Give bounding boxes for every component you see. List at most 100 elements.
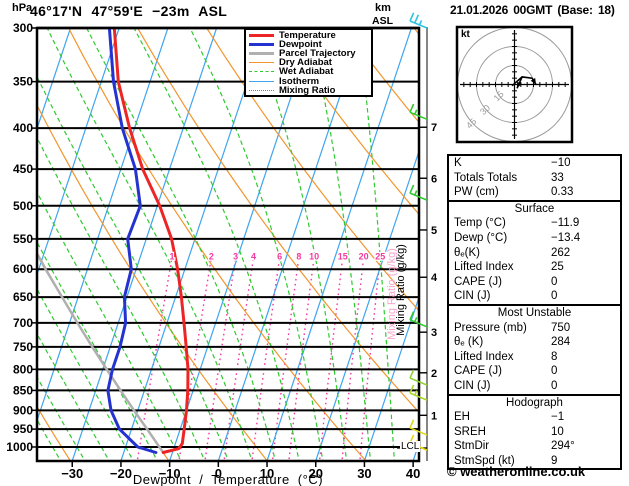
index-label: StmSpd (kt) <box>454 454 515 467</box>
svg-text:500: 500 <box>13 199 33 213</box>
index-label: θₑ(K) <box>454 246 480 259</box>
index-label: Lifted Index <box>454 350 514 363</box>
svg-text:15: 15 <box>338 251 348 261</box>
svg-text:4: 4 <box>251 251 256 261</box>
legend-item: Temperature <box>249 31 368 40</box>
index-label: θₑ (K) <box>454 336 484 349</box>
legend-box: Temperature Dewpoint Parcel Trajectory Dry … <box>244 28 373 97</box>
legend-swatch <box>249 71 274 73</box>
svg-text:400: 400 <box>13 121 33 135</box>
indices-row: Totals Totals 33 <box>449 171 620 186</box>
index-value: 0 <box>551 379 558 392</box>
svg-text:0: 0 <box>215 466 222 481</box>
isotherm-lines <box>37 28 419 461</box>
svg-text:20: 20 <box>308 466 322 481</box>
svg-text:650: 650 <box>13 290 33 304</box>
x-axis-title: Dewpoint / Temperature (°C) <box>132 472 324 486</box>
svg-text:1: 1 <box>170 251 175 261</box>
parcel-trajectory-curve <box>37 251 165 454</box>
indices-row: Temp (°C) −11.9 <box>449 216 620 231</box>
altitude-axis-unit-label: km <box>375 2 391 14</box>
legend-item-label: Isotherm <box>279 75 320 87</box>
indices-row: Lifted Index 8 <box>449 350 620 365</box>
index-value: 262 <box>551 246 571 259</box>
index-value: −11.9 <box>551 217 580 230</box>
indices-group: K −10 Totals Totals 33 PW (cm) 0.33 <box>449 156 620 200</box>
svg-text:8: 8 <box>296 251 301 261</box>
index-value: 0 <box>551 365 558 378</box>
index-label: CIN (J) <box>454 290 491 303</box>
svg-text:1000: 1000 <box>6 440 33 454</box>
dewpoint-curve <box>106 28 158 454</box>
index-label: SREH <box>454 425 486 438</box>
legend-item: Parcel Trajectory <box>249 49 368 58</box>
svg-text:850: 850 <box>13 383 33 397</box>
indices-table: K −10 Totals Totals 33 PW (cm) 0.33 Surface Tem… <box>447 154 622 471</box>
legend-item: Isotherm <box>249 75 368 87</box>
legend-swatch <box>249 52 274 56</box>
svg-text:3: 3 <box>233 251 238 261</box>
svg-text:−20: −20 <box>110 466 132 481</box>
indices-group: Hodograph EH −1 SREH 10 StmDir 294° StmSpd (kt)… <box>449 393 620 469</box>
index-label: K <box>454 157 462 169</box>
sounding-curves <box>37 28 190 454</box>
index-label: CIN (J) <box>454 379 491 392</box>
legend-item-label: Temperature <box>279 30 336 42</box>
km-altitude-axis: 7 6 5 4 3 2 1 <box>397 27 438 461</box>
svg-text:4: 4 <box>431 272 438 284</box>
legend-item-label: Mixing Ratio <box>279 84 336 96</box>
index-value: 294° <box>551 440 575 453</box>
svg-text:1: 1 <box>431 410 437 422</box>
svg-text:25: 25 <box>375 251 385 261</box>
index-label: Dewp (°C) <box>454 231 508 244</box>
legend-item: Dry Adiabat <box>249 57 368 69</box>
indices-row: CAPE (J) 0 <box>449 364 620 379</box>
legend-item-label: Wet Adiabat <box>279 66 334 78</box>
indices-row: Lifted Index 25 <box>449 260 620 275</box>
svg-text:6: 6 <box>431 173 437 185</box>
svg-text:800: 800 <box>13 362 33 376</box>
legend-item-label: Dewpoint <box>279 39 322 51</box>
indices-row: K −10 <box>449 156 620 171</box>
indices-row: PW (cm) 0.33 <box>449 185 620 200</box>
index-label: Totals Totals <box>454 171 518 184</box>
plot-frame <box>35 26 421 463</box>
index-value: 0 <box>551 290 558 303</box>
svg-text:−30: −30 <box>61 466 83 481</box>
svg-text:45: 45 <box>464 116 478 130</box>
index-label: Temp (°C) <box>454 217 506 230</box>
indices-row: θₑ (K) 284 <box>449 335 620 350</box>
index-label: CAPE (J) <box>454 365 502 378</box>
mixing-ratio-axis-label: Mixing Ratio (g/kg) <box>395 244 407 336</box>
index-value: 10 <box>551 425 564 438</box>
altitude-axis-ref-label: ASL <box>372 15 393 27</box>
svg-text:40: 40 <box>406 466 420 481</box>
indices-group-header: Hodograph <box>506 396 563 409</box>
index-value: −1 <box>551 411 565 424</box>
svg-text:3: 3 <box>431 327 437 339</box>
indices-row: Dewp (°C) −13.4 <box>449 231 620 246</box>
svg-text:550: 550 <box>13 232 33 246</box>
svg-text:600: 600 <box>13 262 33 276</box>
svg-text:6: 6 <box>277 251 282 261</box>
legend-item: Wet Adiabat <box>249 66 368 78</box>
index-label: EH <box>454 411 470 424</box>
legend-swatch <box>249 89 274 91</box>
index-label: Lifted Index <box>454 261 514 274</box>
indices-row: Pressure (mb) 750 <box>449 321 620 336</box>
legend-swatch <box>249 80 274 82</box>
legend-item: Mixing Ratio <box>249 84 368 96</box>
legend-item-label: Dry Adiabat <box>279 57 332 69</box>
svg-text:7: 7 <box>431 122 437 134</box>
indices-row: CIN (J) 0 <box>449 379 620 394</box>
index-value: 9 <box>551 454 558 467</box>
svg-text:900: 900 <box>13 403 33 417</box>
indices-row: StmSpd (kt) 9 <box>449 454 620 469</box>
index-value: 284 <box>551 336 571 349</box>
index-value: 8 <box>551 350 558 363</box>
svg-text:30: 30 <box>357 466 371 481</box>
svg-text:10: 10 <box>260 466 274 481</box>
